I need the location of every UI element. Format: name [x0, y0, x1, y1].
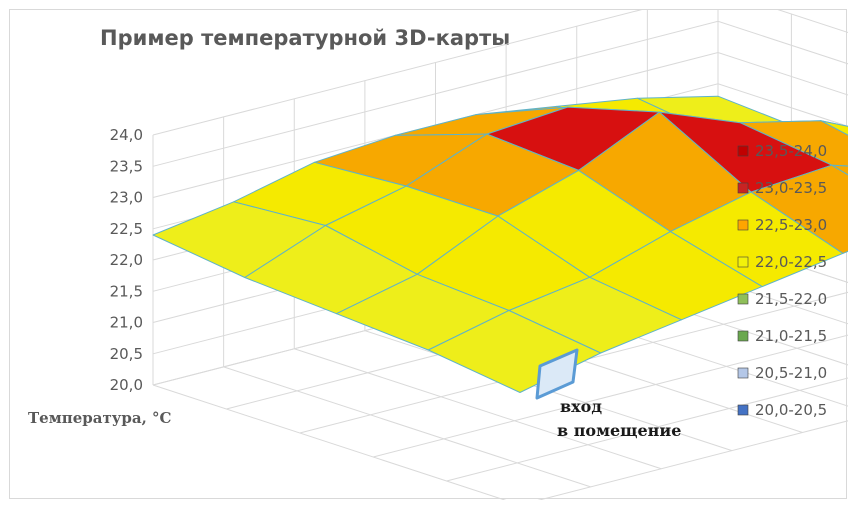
- chart-svg: Пример температурной 3D-карты 20,0 20,5 21…: [28, 10, 848, 500]
- z-tick-label: 23,0: [110, 189, 143, 207]
- surface-plot: [152, 95, 848, 393]
- legend-label: 23,0-23,5: [755, 179, 827, 197]
- legend-swatch: [737, 256, 749, 268]
- legend-label: 23,5-24,0: [755, 142, 827, 160]
- legend-swatch: [737, 367, 749, 379]
- z-tick-label: 23,5: [110, 157, 143, 175]
- z-tick-label: 20,0: [110, 376, 143, 394]
- legend: 23,5-24,0 23,0-23,5 22,5-23,0 22,0-22,5 21,5…: [737, 142, 827, 419]
- z-axis-ticks: 20,0 20,5 21,0 21,5 22,0 22,5 23,0 23,5 24,0: [110, 126, 143, 394]
- grid-line: [373, 334, 848, 458]
- legend-label: 22,5-23,0: [755, 216, 827, 234]
- legend-label: 21,5-22,0: [755, 290, 827, 308]
- chart-title: Пример температурной 3D-карты: [100, 26, 510, 50]
- legend-swatch: [737, 145, 749, 157]
- entrance-door-icon: [535, 348, 579, 400]
- legend-swatch: [737, 219, 749, 231]
- z-tick-label: 22,0: [110, 251, 143, 269]
- grid-line: [537, 420, 848, 500]
- grid-line: [446, 377, 848, 482]
- legend-label: 20,5-21,0: [755, 364, 827, 382]
- legend-label: 20,0-20,5: [755, 401, 827, 419]
- z-tick-label: 22,5: [110, 220, 143, 238]
- chart-area: Пример температурной 3D-карты 20,0 20,5 21…: [9, 9, 848, 500]
- grid-line: [223, 366, 591, 488]
- legend-swatch: [737, 182, 749, 194]
- grid-line: [294, 348, 662, 470]
- legend-swatch: [737, 330, 749, 342]
- z-tick-label: 21,0: [110, 314, 143, 332]
- entrance-marker: вход в помещение: [535, 348, 681, 440]
- legend-label: 21,0-21,5: [755, 327, 827, 345]
- z-tick-label: 21,5: [110, 282, 143, 300]
- grid-line: [152, 384, 507, 500]
- legend-swatch: [737, 293, 749, 305]
- legend-label: 22,0-22,5: [755, 253, 827, 271]
- z-tick-label: 20,5: [110, 345, 143, 363]
- z-axis-title: Температура, °C: [28, 409, 172, 427]
- entrance-label-line2: в помещение: [557, 421, 681, 440]
- z-tick-label: 24,0: [110, 126, 143, 144]
- entrance-label-line1: вход: [560, 397, 602, 416]
- legend-swatch: [737, 404, 749, 416]
- grid-line: [152, 10, 848, 136]
